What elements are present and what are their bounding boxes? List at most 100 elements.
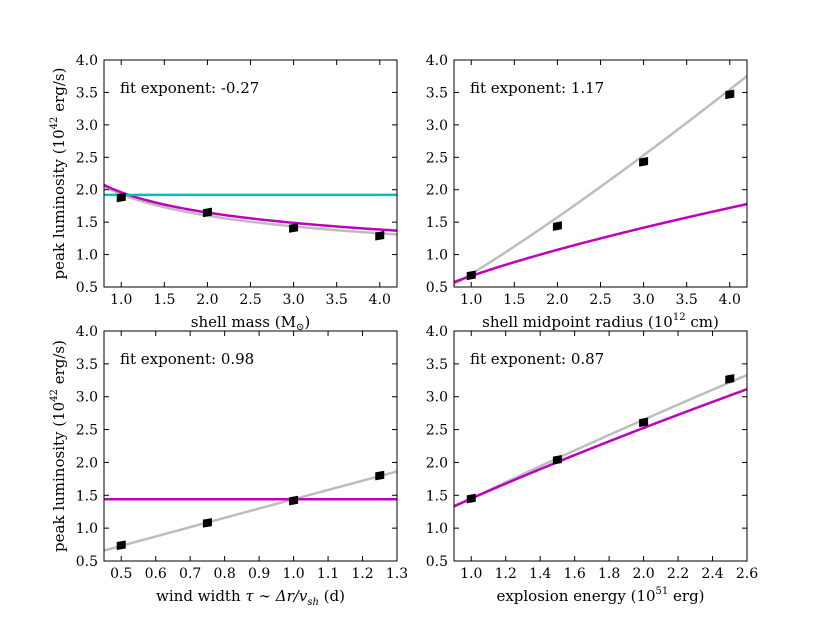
y-tick-label: 3.5 bbox=[76, 357, 98, 373]
x-tick-label: 1.0 bbox=[460, 566, 482, 582]
y-tick-label: 1.0 bbox=[426, 248, 448, 264]
y-tick-label: 1.0 bbox=[76, 248, 98, 264]
y-tick-label: 1.5 bbox=[76, 488, 98, 504]
y-tick-label: 2.0 bbox=[76, 455, 98, 471]
x-tick-label: 2.0 bbox=[196, 292, 218, 308]
x-tick-label: 3.0 bbox=[282, 292, 304, 308]
x-tick-label: 2.0 bbox=[632, 566, 654, 582]
y-tick-label: 1.5 bbox=[76, 215, 98, 231]
y-tick-label: 2.5 bbox=[426, 150, 448, 166]
data-point bbox=[466, 493, 476, 504]
x-tick-label: 1.2 bbox=[351, 566, 373, 582]
y-tick-label: 2.5 bbox=[76, 150, 98, 166]
x-axis-title: wind width τ ∼ Δr/vsh (d) bbox=[156, 587, 345, 608]
y-tick-label: 4.0 bbox=[76, 324, 98, 340]
data-point bbox=[375, 470, 385, 481]
x-tick-label: 2.5 bbox=[589, 292, 611, 308]
data-point bbox=[552, 221, 562, 231]
y-tick-label: 3.0 bbox=[76, 118, 98, 134]
y-tick-label: 1.0 bbox=[76, 521, 98, 537]
data-point bbox=[725, 374, 735, 384]
x-tick-label: 3.0 bbox=[632, 292, 654, 308]
x-tick-label: 2.0 bbox=[546, 292, 568, 308]
x-tick-label: 1.6 bbox=[564, 566, 586, 582]
fit-exponent-annotation: fit exponent: -0.27 bbox=[120, 79, 259, 97]
x-tick-label: 1.5 bbox=[503, 292, 525, 308]
y-tick-label: 2.5 bbox=[426, 423, 448, 439]
data-point bbox=[639, 417, 649, 428]
x-tick-label: 2.2 bbox=[667, 566, 689, 582]
data-point bbox=[289, 495, 299, 506]
y-tick-label: 3.0 bbox=[76, 390, 98, 406]
data-point bbox=[725, 89, 735, 100]
x-tick-label: 0.5 bbox=[110, 566, 132, 582]
data-point bbox=[116, 192, 126, 203]
y-tick-label: 3.0 bbox=[426, 118, 448, 134]
x-tick-label: 1.5 bbox=[153, 292, 175, 308]
fit-exponent-annotation: fit exponent: 0.87 bbox=[470, 350, 604, 368]
x-tick-label: 1.0 bbox=[110, 292, 132, 308]
x-tick-label: 2.6 bbox=[736, 566, 758, 582]
panel-explosion-energy: 1.0 1.2 1.4 1.6 1.8 2.0 2.2 2.4 2.6 0.5 1.0 1.5 2.0 2… bbox=[426, 324, 758, 605]
x-tick-label: 3.5 bbox=[326, 292, 348, 308]
x-axis-title: shell midpoint radius (1012 cm) bbox=[482, 312, 719, 331]
series-line-analytic-model bbox=[454, 388, 747, 508]
y-tick-label: 3.0 bbox=[426, 390, 448, 406]
series-line-power-law-fit bbox=[104, 185, 397, 236]
y-axis-title: peak luminosity (1042 erg/s) bbox=[49, 340, 68, 552]
y-tick-label: 4.0 bbox=[426, 53, 448, 69]
x-tick-label: 1.2 bbox=[495, 566, 517, 582]
y-tick-label: 2.5 bbox=[76, 423, 98, 439]
y-tick-label: 3.5 bbox=[426, 85, 448, 101]
x-tick-label: 1.1 bbox=[317, 566, 339, 582]
y-axis-title: peak luminosity (1042 erg/s) bbox=[49, 68, 68, 280]
x-tick-label: 2.4 bbox=[701, 566, 723, 582]
x-tick-label: 1.8 bbox=[598, 566, 620, 582]
y-tick-label: 2.0 bbox=[426, 455, 448, 471]
data-point bbox=[639, 157, 649, 167]
data-point bbox=[552, 455, 562, 465]
x-tick-label: 3.5 bbox=[676, 292, 698, 308]
y-tick-label: 0.5 bbox=[76, 280, 98, 296]
data-point bbox=[202, 207, 212, 218]
y-tick-label: 0.5 bbox=[76, 554, 98, 570]
y-tick-label: 3.5 bbox=[426, 357, 448, 373]
data-point bbox=[375, 230, 385, 241]
y-tick-label: 3.5 bbox=[76, 85, 98, 101]
x-axis-title: explosion energy (1051 erg) bbox=[496, 586, 704, 605]
plot-frame bbox=[453, 330, 748, 562]
x-tick-label: 0.7 bbox=[179, 566, 201, 582]
panel-shell-radius: 1.0 1.5 2.0 2.5 3.0 3.5 4.0 0.5 1.0 1.5 2.0 2.5 3.0 3… bbox=[426, 53, 748, 331]
data-point bbox=[289, 223, 299, 233]
data-point bbox=[116, 540, 126, 551]
x-tick-label: 1.0 bbox=[460, 292, 482, 308]
x-tick-label: 0.6 bbox=[145, 566, 167, 582]
data-point bbox=[466, 270, 476, 281]
x-tick-label: 4.0 bbox=[369, 292, 391, 308]
x-tick-label: 1.4 bbox=[529, 566, 551, 582]
x-tick-label: 4.0 bbox=[719, 292, 741, 308]
series-line-power-law-fit bbox=[454, 75, 747, 286]
fit-exponent-annotation: fit exponent: 1.17 bbox=[470, 79, 604, 97]
x-tick-label: 2.5 bbox=[239, 292, 261, 308]
x-tick-label: 1.0 bbox=[282, 566, 304, 582]
series-line-analytic-model bbox=[104, 183, 397, 232]
y-tick-label: 0.5 bbox=[426, 280, 448, 296]
y-tick-label: 1.5 bbox=[426, 215, 448, 231]
y-tick-label: 4.0 bbox=[76, 53, 98, 69]
x-tick-label: 1.3 bbox=[386, 566, 408, 582]
series-line-power-law-fit bbox=[104, 470, 397, 552]
y-tick-label: 2.0 bbox=[76, 183, 98, 199]
data-point bbox=[202, 518, 212, 528]
x-tick-label: 0.8 bbox=[214, 566, 236, 582]
series-line-analytic-model bbox=[454, 202, 747, 284]
y-tick-label: 1.0 bbox=[426, 521, 448, 537]
y-tick-label: 4.0 bbox=[426, 324, 448, 340]
panel-shell-mass: 1.0 1.5 2.0 2.5 3.0 3.5 4.0 0.5 1.0 1.5 2.0 2.5 3.0 3… bbox=[49, 53, 398, 333]
y-tick-label: 2.0 bbox=[426, 183, 448, 199]
y-tick-label: 0.5 bbox=[426, 554, 448, 570]
x-tick-label: 0.9 bbox=[248, 566, 270, 582]
x-axis-title: shell mass (M⊙) bbox=[191, 313, 310, 333]
panel-wind-width: 0.5 0.6 0.7 0.8 0.9 1.0 1.1 1.2 1.3 0.5 1.0 1.5 2.0 2… bbox=[49, 324, 408, 608]
